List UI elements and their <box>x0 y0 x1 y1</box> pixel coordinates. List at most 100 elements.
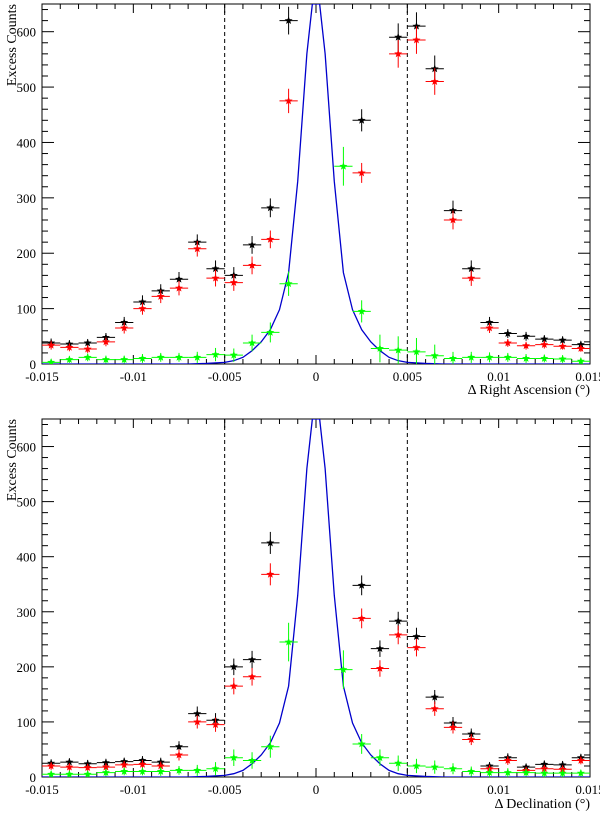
red-point <box>540 340 549 349</box>
black-point <box>485 318 494 326</box>
y-tick-label: 400 <box>17 135 37 150</box>
black-point <box>229 662 238 671</box>
x-tick-label: 0.005 <box>393 369 422 384</box>
red-point <box>138 760 147 768</box>
red-point <box>394 630 403 639</box>
green-point <box>339 162 348 170</box>
red-point <box>248 672 257 681</box>
red-point <box>83 763 92 772</box>
red-point <box>211 273 220 282</box>
red-point <box>394 49 403 58</box>
black-point <box>412 21 421 30</box>
red-point <box>120 760 129 769</box>
green-point <box>503 768 512 776</box>
green-point <box>430 351 439 360</box>
green-point <box>412 347 421 356</box>
plot-area <box>42 419 590 777</box>
black-point <box>503 329 512 337</box>
green-point <box>175 353 183 361</box>
y-tick-label: 100 <box>17 715 37 730</box>
black-point <box>375 644 384 653</box>
red-point <box>357 614 366 622</box>
black-point <box>248 655 257 664</box>
black-point <box>138 297 147 306</box>
x-axis-title: Δ Declination (°) <box>495 797 591 812</box>
red-point <box>576 344 585 352</box>
red-point <box>540 764 549 773</box>
red-point <box>193 717 202 726</box>
green-point <box>394 345 403 354</box>
x-tick-label: -0.01 <box>120 369 147 384</box>
red-point <box>412 643 421 651</box>
y-tick-label: 200 <box>17 246 37 261</box>
green-point <box>576 768 585 777</box>
red-point <box>412 35 421 44</box>
black-point <box>558 760 567 769</box>
red-point <box>248 261 257 269</box>
plot-frame <box>41 418 591 778</box>
green-point <box>375 344 384 352</box>
y-tick-label: 0 <box>30 770 37 785</box>
green-point <box>430 762 439 771</box>
green-point <box>412 761 421 770</box>
green-point <box>83 770 92 777</box>
green-point <box>485 353 494 361</box>
red-point <box>467 273 476 282</box>
x-tick-label: -0.015 <box>25 369 59 384</box>
plot-area <box>42 4 590 364</box>
x-tick-label: -0.005 <box>208 369 242 384</box>
red-point <box>558 342 567 350</box>
y-tick-label: 300 <box>17 191 37 206</box>
black-point <box>467 729 476 738</box>
y-axis-title: Excess Counts <box>5 419 20 501</box>
green-point <box>339 665 348 673</box>
green-point <box>211 764 220 773</box>
black-point <box>83 338 92 347</box>
x-tick-label: 0.005 <box>393 782 422 797</box>
green-point <box>229 350 238 359</box>
red-point <box>175 283 183 292</box>
green-point <box>248 756 257 764</box>
black-point <box>175 742 183 751</box>
green-point <box>522 354 531 362</box>
y-tick-label: 600 <box>17 440 37 455</box>
black-point <box>120 318 129 326</box>
x-tick-label: 0.01 <box>487 369 510 384</box>
black-point <box>522 332 531 340</box>
red-point <box>65 762 74 771</box>
green-point <box>485 768 494 776</box>
red-point <box>65 343 74 351</box>
green-point <box>193 353 202 361</box>
red-point <box>83 344 92 353</box>
green-point <box>558 768 567 777</box>
green-point <box>101 355 110 363</box>
green-point <box>449 354 457 362</box>
y-tick-label: 100 <box>17 302 37 317</box>
green-point <box>284 637 293 646</box>
black-point <box>211 264 220 273</box>
red-point <box>430 704 439 713</box>
green-point <box>138 354 147 362</box>
black-point <box>83 759 92 768</box>
black-point <box>101 333 110 341</box>
red-point <box>467 735 476 743</box>
black-point <box>467 264 476 273</box>
green-point <box>65 770 74 777</box>
red-point <box>449 215 457 224</box>
x-tick-label: 0.015 <box>575 782 600 797</box>
green-point <box>211 350 220 358</box>
red-point <box>503 338 512 347</box>
red-point <box>558 765 567 773</box>
model-curve <box>42 419 590 777</box>
red-point <box>485 323 494 332</box>
red-point <box>449 723 457 731</box>
red-point <box>229 278 238 286</box>
panel-right-ascension: -0.015 -0.01 -0.005 0 0.005 0.01 0.015 0 100 200 3… <box>5 3 600 398</box>
green-point <box>83 353 92 361</box>
red-point <box>120 323 129 332</box>
x-axis-title: Δ Right Ascension (°) <box>468 383 591 398</box>
green-point <box>175 766 183 774</box>
green-point <box>284 279 293 288</box>
y-tick-label: 300 <box>17 605 37 620</box>
